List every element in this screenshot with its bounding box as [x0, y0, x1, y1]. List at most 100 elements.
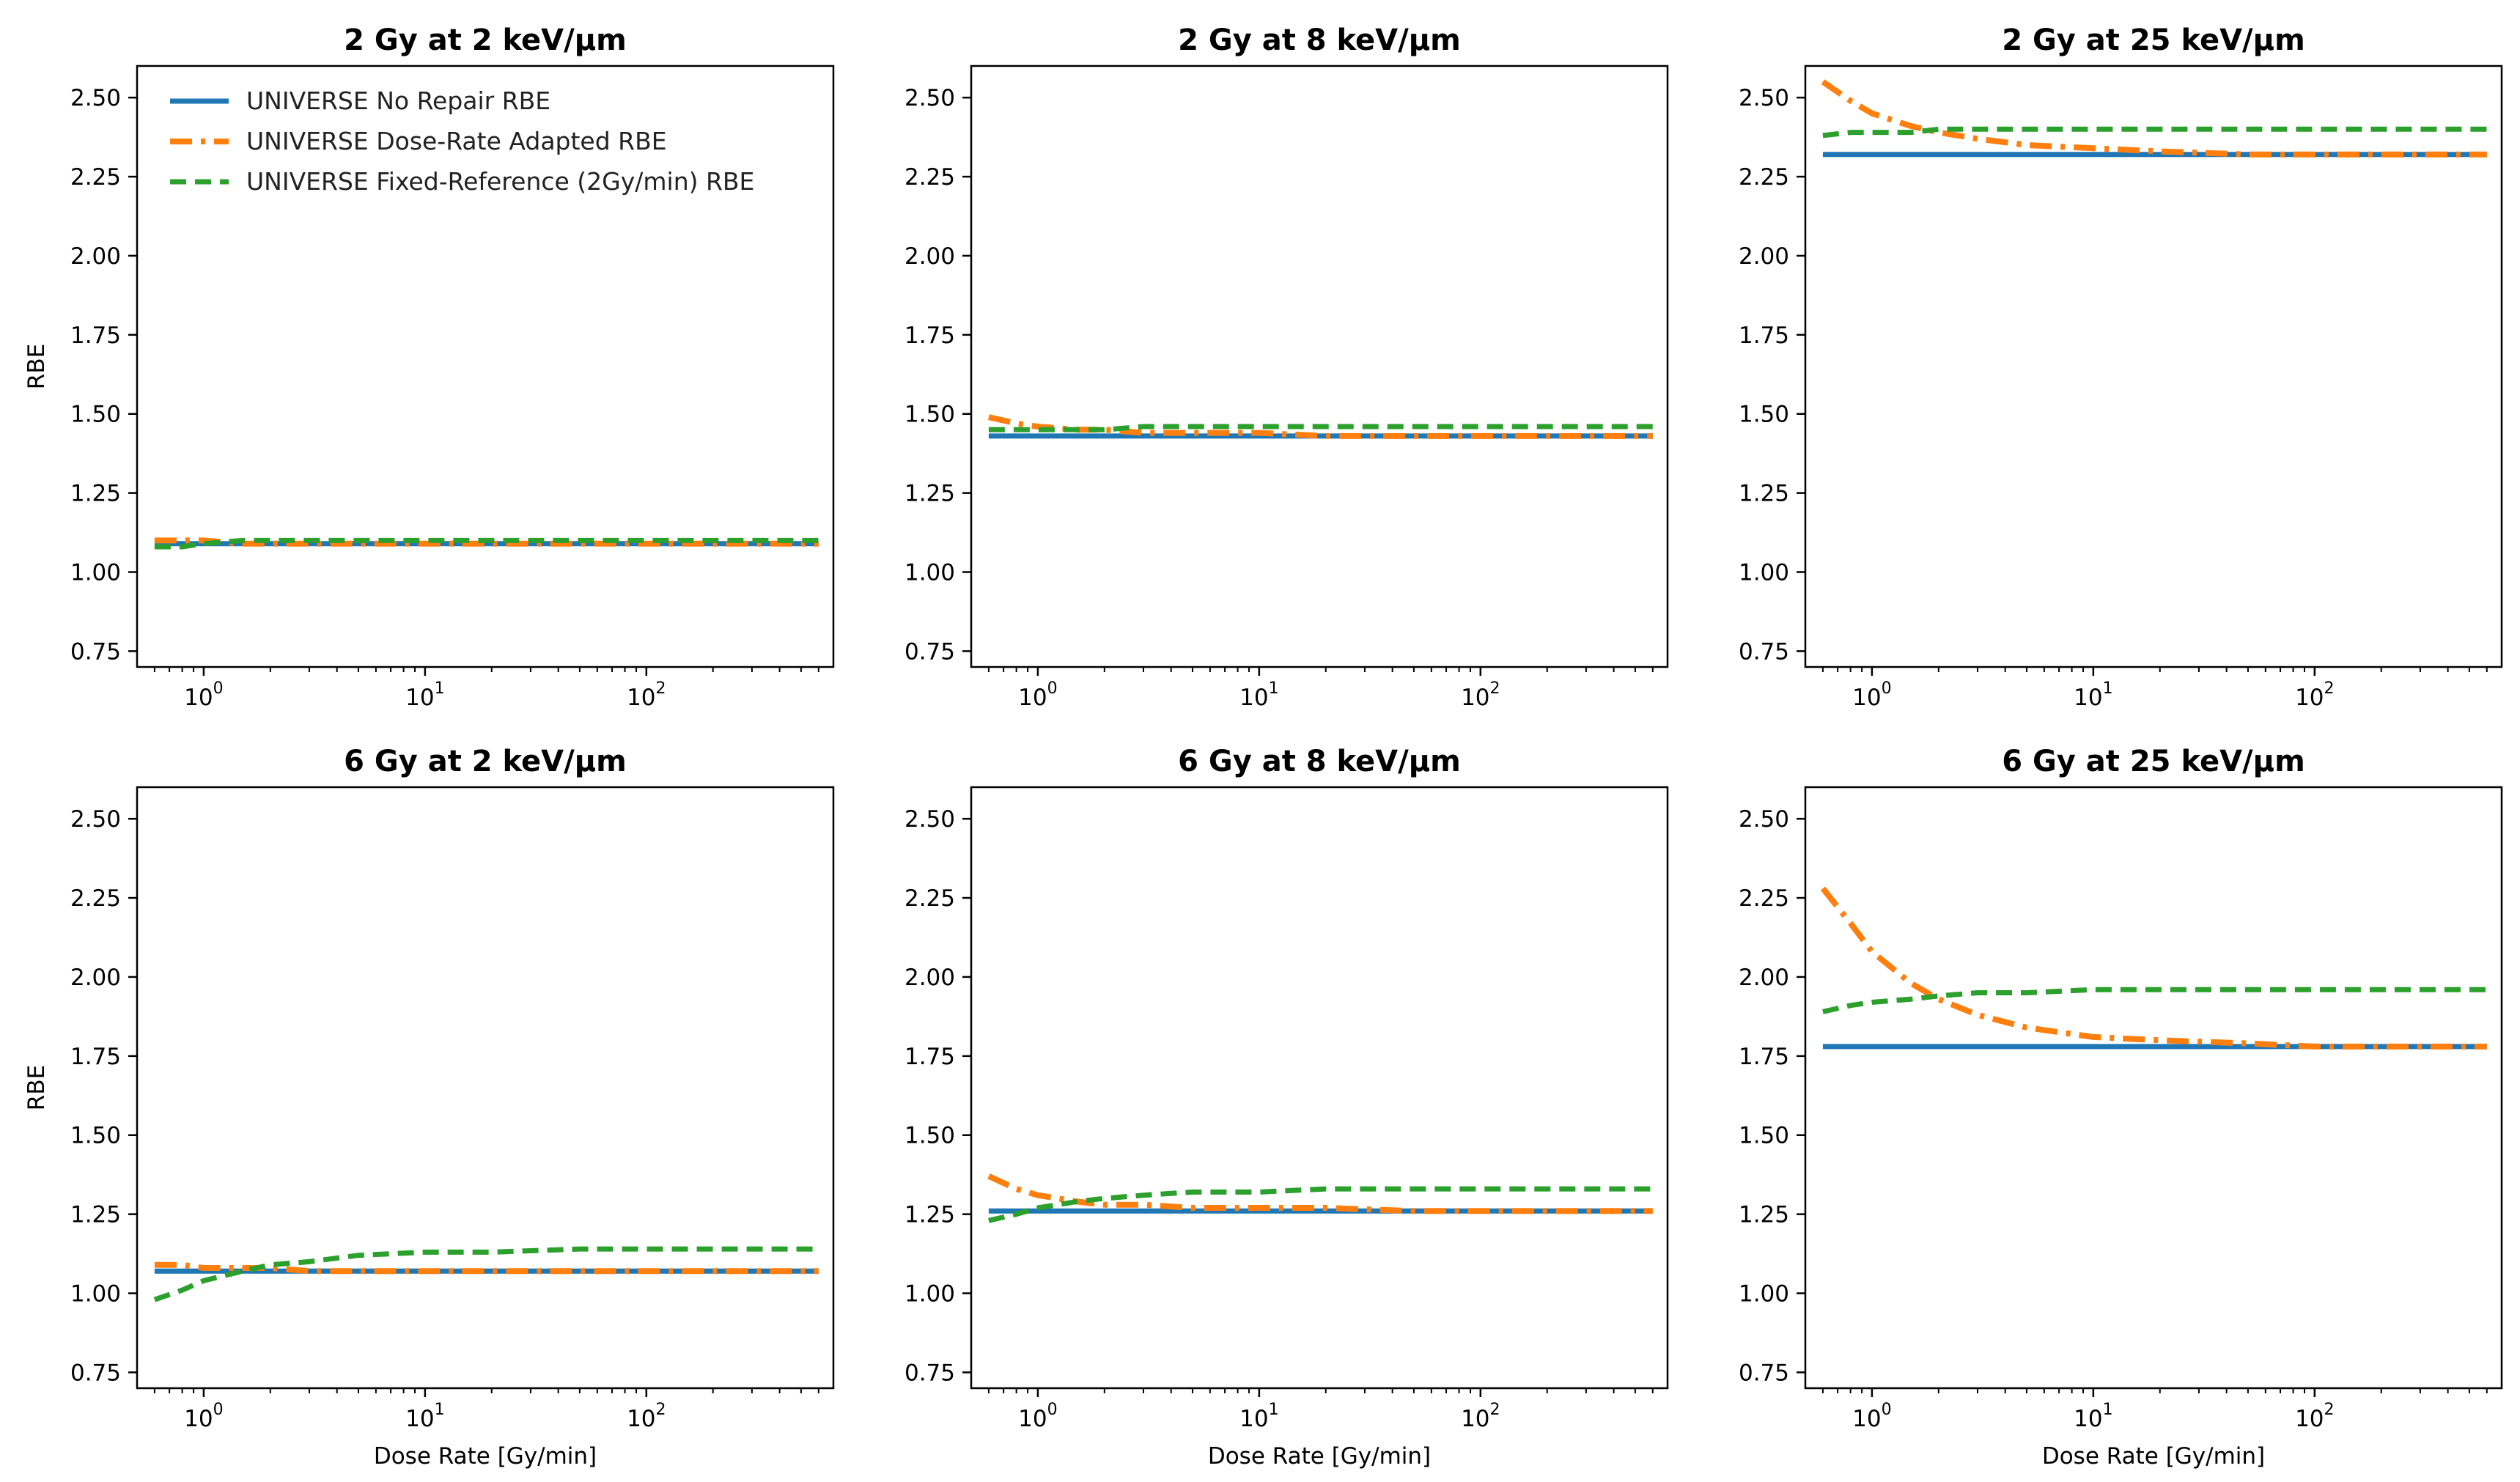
x-tick-exponent: 0: [213, 1401, 224, 1419]
x-tick-label: 100: [1018, 1401, 1057, 1432]
series-line-fixed-reference: [988, 1186, 1653, 1223]
y-axis-label: RBE: [23, 1065, 50, 1110]
y-tick-label: 2.00: [1739, 965, 1789, 991]
y-tick-label: 1.75: [1739, 1044, 1789, 1070]
y-tick-label: 0.75: [70, 638, 121, 665]
series-line-fixed-reference: [153, 1246, 819, 1302]
y-tick-label: 1.75: [70, 1044, 121, 1070]
series-group: [154, 537, 819, 550]
y-tick-label: 1.50: [1739, 1123, 1789, 1149]
x-tick-label: 102: [2295, 679, 2334, 711]
axes-frame: [136, 786, 835, 1390]
x-tick-base: 10: [627, 1406, 655, 1432]
series-line-dose-rate-adapted: [988, 414, 1653, 439]
x-tick-base: 10: [2295, 685, 2324, 711]
panel-4: 6 Gy at 2 keV/µm 0.75 1.00 1.25 1.50 1.75 2.00…: [23, 745, 835, 1470]
y-tick-label: 1.25: [1739, 481, 1789, 507]
x-tick-base: 10: [184, 685, 213, 711]
x-tick-label: 100: [1852, 1401, 1891, 1432]
series-line-dose-rate-adapted: [154, 1261, 819, 1275]
y-tick-label: 1.25: [1739, 1202, 1789, 1228]
y-tick-label: 2.50: [70, 85, 121, 111]
x-tick-base: 10: [1461, 685, 1489, 711]
series-group: [987, 1173, 1653, 1223]
y-tick-label: 1.25: [70, 481, 121, 507]
y-tick-label: 2.50: [905, 806, 955, 833]
y-tick-label: 2.50: [1739, 806, 1789, 833]
axes-frame: [1804, 786, 2503, 1390]
legend-label: UNIVERSE Dose-Rate Adapted RBE: [246, 127, 667, 155]
y-tick-label: 2.25: [70, 164, 121, 191]
series-line-fixed-reference: [154, 537, 819, 550]
x-tick-exponent: 1: [435, 1401, 445, 1419]
x-tick-exponent: 0: [1882, 1401, 1892, 1419]
y-tick-label: 1.25: [905, 481, 955, 507]
legend: UNIVERSE No Repair RBE UNIVERSE Dose-Rate…: [170, 86, 754, 196]
y-tick-label: 1.75: [70, 322, 121, 349]
y-tick-label: 1.75: [905, 322, 955, 349]
y-tick-label: 2.50: [905, 85, 955, 111]
y-tick-label: 2.50: [70, 806, 121, 833]
x-tick-base: 10: [1852, 1406, 1881, 1432]
x-tick-label: 102: [1461, 1401, 1500, 1432]
x-axis-label: Dose Rate [Gy/min]: [2042, 1443, 2265, 1470]
x-tick-label: 100: [184, 1401, 223, 1432]
y-tick-label: 0.75: [905, 638, 955, 665]
axes-frame: [136, 64, 835, 668]
x-tick-base: 10: [405, 1406, 434, 1432]
series-line-fixed-reference: [988, 424, 1653, 432]
y-tick-label: 2.25: [1739, 164, 1789, 191]
y-tick-label: 2.25: [905, 885, 955, 912]
y-tick-label: 1.50: [905, 1123, 955, 1149]
series-group: [1821, 79, 2487, 158]
x-tick-label: 101: [405, 679, 444, 711]
panel-title: 6 Gy at 25 keV/µm: [2002, 745, 2305, 778]
x-tick-base: 10: [1239, 1406, 1268, 1432]
y-tick-label: 2.00: [70, 965, 121, 991]
x-tick-exponent: 2: [2324, 679, 2335, 698]
axes-frame: [970, 64, 1669, 668]
y-axis-label: RBE: [23, 344, 50, 389]
panel-3: 2 Gy at 25 keV/µm 0.75 1.00 1.25 1.50 1.75 2.0…: [1739, 23, 2503, 711]
x-tick-base: 10: [405, 685, 434, 711]
y-tick-label: 2.00: [905, 243, 955, 270]
x-tick-base: 10: [2074, 685, 2102, 711]
y-tick-label: 2.00: [1739, 243, 1789, 270]
series-group: [153, 1246, 819, 1302]
y-tick-label: 1.00: [1739, 560, 1789, 586]
x-tick-label: 101: [405, 1401, 444, 1432]
y-tick-label: 1.50: [70, 1123, 121, 1149]
x-tick-base: 10: [1018, 685, 1047, 711]
y-tick-label: 2.00: [70, 243, 121, 270]
x-tick-exponent: 0: [213, 679, 224, 698]
y-tick-label: 2.25: [70, 885, 121, 912]
legend-label: UNIVERSE No Repair RBE: [246, 86, 550, 115]
x-tick-base: 10: [627, 685, 655, 711]
x-tick-label: 101: [1239, 1401, 1278, 1432]
panel-title: 2 Gy at 8 keV/µm: [1178, 23, 1461, 57]
y-tick-label: 1.00: [1739, 1281, 1789, 1308]
x-tick-label: 101: [2074, 679, 2112, 711]
x-tick-exponent: 2: [656, 679, 666, 698]
series-line-fixed-reference: [1822, 987, 2487, 1014]
x-axis-label: Dose Rate [Gy/min]: [1208, 1443, 1431, 1470]
x-tick-exponent: 1: [2103, 1401, 2113, 1419]
y-tick-label: 2.25: [1739, 885, 1789, 912]
panel-title: 2 Gy at 2 keV/µm: [344, 23, 627, 57]
x-tick-exponent: 2: [1490, 1401, 1500, 1419]
x-tick-label: 100: [1852, 679, 1891, 711]
x-axis-label: Dose Rate [Gy/min]: [374, 1443, 597, 1470]
panel-1: 2 Gy at 2 keV/µm 0.75 1.00 1.25 1.50 1.75 2.00…: [23, 23, 835, 711]
y-tick-label: 2.50: [1739, 85, 1789, 111]
x-tick-exponent: 1: [435, 679, 445, 698]
y-tick-label: 1.50: [905, 402, 955, 428]
series-group: [988, 414, 1653, 439]
x-tick-label: 102: [2295, 1401, 2334, 1432]
panel-title: 6 Gy at 2 keV/µm: [344, 745, 627, 778]
y-tick-label: 1.75: [1739, 322, 1789, 349]
x-tick-exponent: 1: [1269, 679, 1279, 698]
series-line-dose-rate-adapted: [1820, 886, 2487, 1050]
y-tick-label: 0.75: [1739, 1360, 1789, 1386]
x-tick-exponent: 0: [1882, 679, 1892, 698]
